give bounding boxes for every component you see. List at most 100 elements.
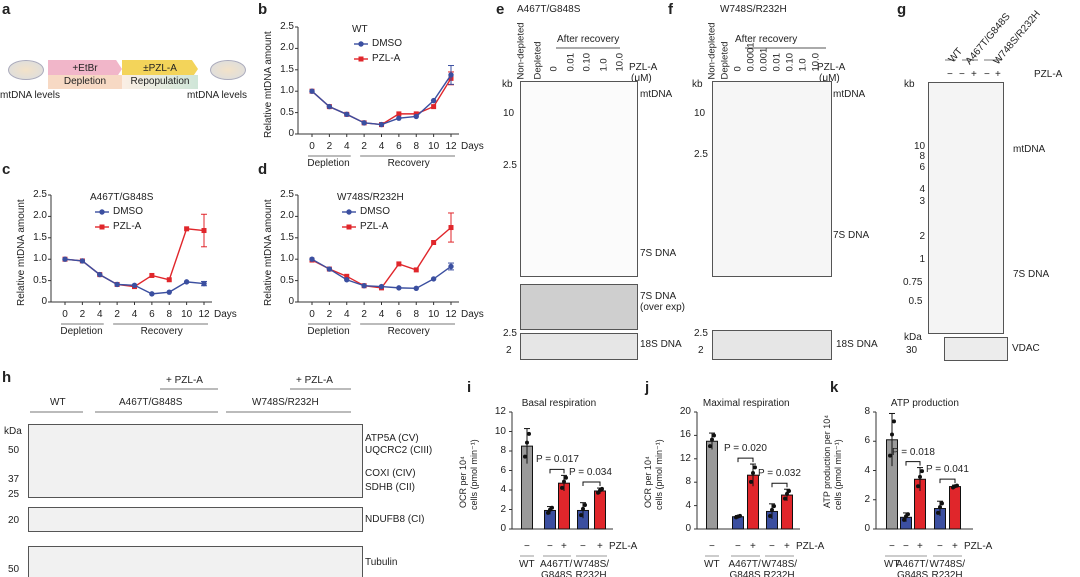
treatment-sign: − [580, 541, 586, 552]
x-axis-label: Days [214, 309, 237, 320]
replicate-dot [562, 479, 566, 484]
group-label-r232h: R232H [763, 570, 795, 577]
band-label: SDHB (CII) [365, 482, 415, 493]
data-point-dmso [97, 271, 103, 278]
y-tick-label: 8 [500, 445, 506, 456]
x-tick-label: 6 [396, 141, 402, 152]
depletion-label: Depletion [60, 326, 103, 337]
7s-dna-label: 7S DNA [833, 230, 870, 241]
treatment-sign: − [937, 541, 943, 552]
x-tick-label: 0 [309, 309, 315, 320]
replicate-dot [768, 514, 772, 519]
y-tick-label: 0 [41, 296, 47, 307]
recovery-label: Recovery [387, 326, 430, 337]
7s-dna-overexp-label: 7S DNA [640, 291, 677, 302]
panel-label-d: d [258, 161, 268, 178]
y-axis-label: cells (pmol min⁻¹) [469, 439, 479, 510]
y-tick-label: 1.5 [280, 231, 294, 243]
data-point-pzla [201, 228, 207, 234]
recovery-label: Recovery [387, 158, 430, 169]
treatment-sign: − [889, 541, 895, 552]
data-point-dmso [448, 263, 454, 270]
replicate-dot [712, 433, 716, 438]
x-tick-label: 2 [114, 309, 120, 320]
y-tick-label: 10 [494, 425, 506, 437]
marker-2.5: 2.5 [694, 328, 708, 339]
petri-dish-icon [210, 60, 246, 80]
y-tick-label: 16 [679, 429, 691, 441]
data-point-pzla [396, 111, 402, 117]
group-label-r232h: R232H [931, 570, 963, 577]
panel-label-j: j [645, 379, 650, 396]
treatment-sign: − [547, 541, 553, 552]
marker-label: 2 [919, 231, 926, 242]
data-point-dmso [309, 88, 315, 94]
marker-label: 0.5 [908, 296, 923, 307]
marker-label: 8 [919, 151, 926, 162]
lane-label: 0.001 [758, 47, 770, 72]
series-line-pzl-a [64, 228, 205, 288]
data-point-pzla [166, 277, 172, 283]
blot-e-18s [520, 333, 638, 360]
depletion-label: Depletion [307, 158, 350, 169]
data-point-dmso [378, 121, 385, 128]
legend-label-dmso: DMSO [113, 206, 143, 217]
data-point-dmso [183, 279, 190, 285]
lane-label: Non-depleted [706, 22, 718, 80]
y-tick-label: 12 [679, 452, 691, 464]
legend-label-pzl-a: PZL-A [113, 221, 142, 232]
panel-label-c: c [2, 161, 11, 178]
replicate-dot [581, 506, 585, 511]
group-label-wt: WT [519, 559, 535, 570]
marker-50: 50 [8, 564, 20, 575]
after-recovery-label: After recovery [557, 34, 620, 45]
marker-10: 10 [503, 108, 515, 119]
treatment-sign: + [597, 541, 603, 552]
band-label: COXI (CIV) [365, 468, 416, 479]
replicate-dot [938, 505, 942, 510]
y-axis-label: ATP production per 10⁴ [822, 414, 832, 508]
pzla-label: PZL-A [1034, 69, 1063, 80]
replicate-dot [902, 517, 906, 522]
replicate-dot [564, 475, 568, 480]
panel-label-e: e [496, 1, 505, 18]
replicate-dot [710, 437, 714, 442]
replicate-dot [749, 479, 753, 484]
lane-label: 10.0 [614, 53, 626, 72]
group-label-a467t: A467T/ [728, 559, 761, 570]
significance-bracket [905, 461, 921, 466]
x-tick-label: 4 [378, 309, 385, 320]
y-tick-label: 12 [494, 406, 506, 417]
chart-title: Maximal respiration [702, 398, 790, 409]
replicate-dot [920, 469, 924, 474]
depletion-label: Depletion [307, 326, 350, 337]
replicate-dot [525, 440, 529, 445]
group-label-g848s: G848S [541, 570, 573, 577]
mtdna-label: mtDNA [833, 89, 866, 100]
y-tick-label: 2.5 [33, 189, 47, 200]
replicate-dot [892, 419, 896, 424]
x-tick-label: 0 [309, 141, 315, 152]
series-line-dmso [311, 74, 452, 126]
group-label-w748s: W748S/ [761, 559, 798, 570]
blot-e-overexposure [520, 284, 638, 330]
marker-2: 2 [698, 345, 704, 356]
lane-label: Non-depleted [515, 22, 527, 80]
data-point-pzla [431, 240, 437, 246]
pzla-header-2: + PZL-A [296, 375, 333, 386]
marker-label: 4 [919, 184, 926, 195]
blot-h-ndufb8 [28, 507, 363, 532]
etbr-arrow: +EtBr [48, 60, 122, 78]
unit-label: (μM) [631, 73, 652, 84]
blot-e-main [520, 81, 638, 277]
x-tick-label: 10 [428, 141, 440, 152]
petri-dish-icon [8, 60, 44, 80]
data-point-dmso [361, 120, 367, 126]
x-tick-label: 8 [413, 309, 420, 320]
kda-label: kDa [4, 426, 22, 437]
y-axis-label: Relative mtDNA amount [16, 199, 27, 306]
x-tick-label: 10 [428, 309, 440, 320]
bar [706, 440, 718, 530]
data-point-pzla [184, 226, 190, 232]
y-tick-label: 4 [685, 499, 691, 511]
